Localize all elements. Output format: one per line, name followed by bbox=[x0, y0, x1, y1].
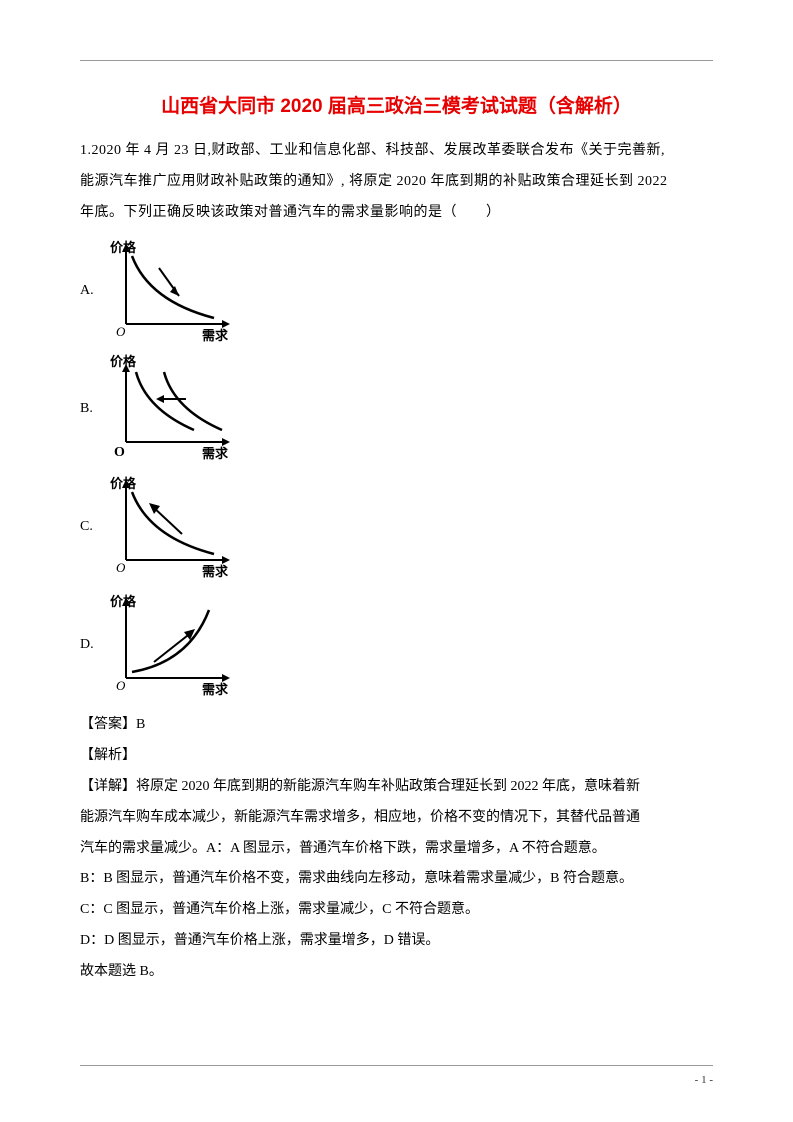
detail-1: 【详解】将原定 2020 年底到期的新能源汽车购车补贴政策合理延长到 2022 … bbox=[80, 772, 713, 803]
xarrow-b bbox=[222, 438, 230, 446]
detail-2: 能源汽车购车成本减少，新能源汽车需求增多，相应地，价格不变的情况下，其替代品普通 bbox=[80, 803, 713, 834]
xlabel-a: 需求 bbox=[202, 328, 229, 343]
option-b: B. 价格 O 需求 bbox=[80, 354, 713, 464]
curve-c bbox=[132, 492, 214, 554]
curve-d bbox=[132, 610, 209, 672]
arrow-head-b bbox=[156, 395, 164, 403]
origin-c: O bbox=[116, 560, 126, 575]
xarrow-d bbox=[222, 674, 230, 682]
xlabel-b: 需求 bbox=[202, 446, 229, 461]
xlabel-d: 需求 bbox=[202, 682, 229, 697]
option-c-label: C. bbox=[80, 519, 104, 535]
chart-b: 价格 O 需求 bbox=[104, 354, 244, 464]
detail-b: B：B 图显示，普通汽车价格不变，需求曲线向左移动，意味着需求量减少，B 符合题… bbox=[80, 864, 713, 895]
ylabel-c: 价格 bbox=[110, 476, 137, 491]
answer-section: 【答案】B 【解析】 【详解】将原定 2020 年底到期的新能源汽车购车补贴政策… bbox=[80, 710, 713, 987]
question-stem: 1.2020 年 4 月 23 日,财政部、工业和信息化部、科技部、发展改革委联… bbox=[80, 136, 713, 228]
detail-3: 汽车的需求量减少。A：A 图显示，普通汽车价格下跌，需求量增多，A 不符合题意。 bbox=[80, 834, 713, 865]
detail-c: C：C 图显示，普通汽车价格上涨，需求量减少，C 不符合题意。 bbox=[80, 895, 713, 926]
origin-b: O bbox=[114, 445, 125, 460]
curve-b2 bbox=[136, 372, 194, 430]
curve-b1 bbox=[164, 372, 222, 430]
answer-label: 【答案】B bbox=[80, 710, 713, 741]
option-d: D. 价格 O 需求 bbox=[80, 590, 713, 700]
top-rule bbox=[80, 60, 713, 61]
origin-a: O bbox=[116, 324, 126, 339]
ylabel-b: 价格 bbox=[110, 354, 137, 369]
q-line3: 年底。下列正确反映该政策对普通汽车的需求量影响的是（ ） bbox=[80, 198, 713, 229]
bottom-rule bbox=[80, 1065, 713, 1066]
xarrow-c bbox=[222, 556, 230, 564]
conclusion: 故本题选 B。 bbox=[80, 957, 713, 988]
origin-d: O bbox=[116, 678, 126, 693]
q-line2: 能源汽车推广应用财政补贴政策的通知》, 将原定 2020 年底到期的补贴政策合理… bbox=[80, 167, 713, 198]
analysis-label: 【解析】 bbox=[80, 741, 713, 772]
ylabel-d: 价格 bbox=[110, 594, 137, 609]
option-a-label: A. bbox=[80, 283, 104, 299]
option-a: A. 价格 O 需求 bbox=[80, 236, 713, 346]
chart-a: 价格 O 需求 bbox=[104, 236, 244, 346]
xarrow-a bbox=[222, 320, 230, 328]
option-d-label: D. bbox=[80, 637, 104, 653]
page-number: - 1 - bbox=[695, 1074, 713, 1086]
option-c: C. 价格 O 需求 bbox=[80, 472, 713, 582]
q-line1: 1.2020 年 4 月 23 日,财政部、工业和信息化部、科技部、发展改革委联… bbox=[80, 136, 713, 167]
exam-title: 山西省大同市 2020 届高三政治三模考试试题（含解析） bbox=[80, 91, 713, 118]
chart-c: 价格 O 需求 bbox=[104, 472, 244, 582]
xlabel-c: 需求 bbox=[202, 564, 229, 579]
detail-d: D：D 图显示，普通汽车价格上涨，需求量增多，D 错误。 bbox=[80, 926, 713, 957]
chart-d: 价格 O 需求 bbox=[104, 590, 244, 700]
arrow-head-a bbox=[170, 286, 179, 296]
ylabel-a: 价格 bbox=[110, 240, 137, 255]
option-b-label: B. bbox=[80, 401, 104, 417]
